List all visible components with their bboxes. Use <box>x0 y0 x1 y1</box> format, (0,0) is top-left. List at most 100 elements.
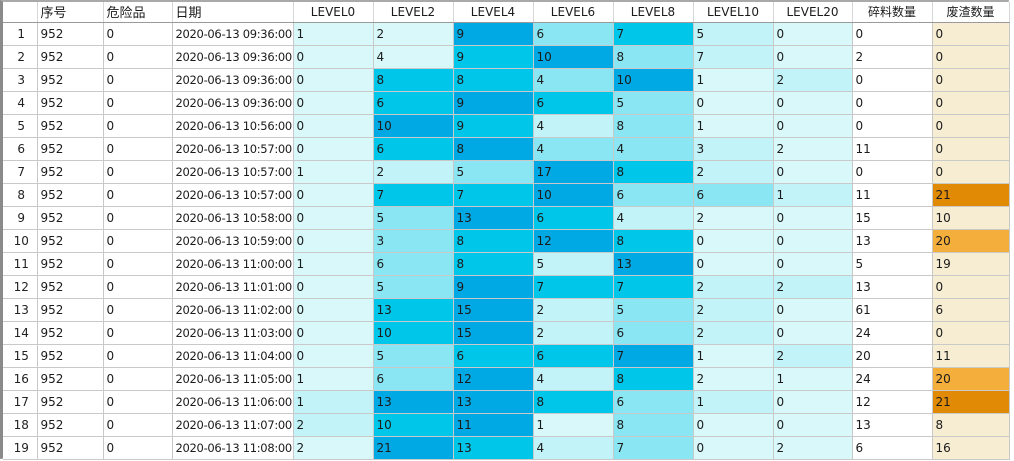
cell-level-l6[interactable]: 2 <box>533 321 614 345</box>
cell-level-l6[interactable]: 8 <box>533 390 614 414</box>
cell-scrap[interactable]: 13 <box>852 413 933 437</box>
cell-rowno[interactable]: 1 <box>3 22 38 46</box>
cell-scrap[interactable]: 2 <box>852 45 933 69</box>
cell-level-l4[interactable]: 8 <box>453 252 534 276</box>
cell-level-l10[interactable]: 2 <box>693 160 774 184</box>
cell-level-l0[interactable]: 0 <box>293 206 374 230</box>
cell-level-l2[interactable]: 13 <box>373 298 454 322</box>
table-row[interactable]: 5 952 0 2020-06-13 10:56:00 0 10 9 4 8 1 0 0 0 <box>3 114 1010 138</box>
cell-waste[interactable]: 20 <box>932 229 1010 253</box>
cell-danger[interactable]: 0 <box>103 275 173 299</box>
cell-level-l4[interactable]: 13 <box>453 436 534 460</box>
column-header-scrap[interactable]: 碎料数量 <box>852 2 933 23</box>
cell-level-l10[interactable]: 1 <box>693 390 774 414</box>
column-header-l0[interactable]: LEVEL0 <box>293 2 374 23</box>
table-row[interactable]: 9 952 0 2020-06-13 10:58:00 0 5 13 6 4 2 0 15 10 <box>3 206 1010 230</box>
cell-scrap[interactable]: 11 <box>852 183 933 207</box>
cell-rowno[interactable]: 2 <box>3 45 38 69</box>
cell-level-l2[interactable]: 5 <box>373 206 454 230</box>
cell-rowno[interactable]: 15 <box>3 344 38 368</box>
cell-date[interactable]: 2020-06-13 11:06:00 <box>172 390 294 414</box>
cell-danger[interactable]: 0 <box>103 114 173 138</box>
cell-date[interactable]: 2020-06-13 10:58:00 <box>172 206 294 230</box>
cell-rowno[interactable]: 5 <box>3 114 38 138</box>
cell-level-l20[interactable]: 0 <box>773 298 853 322</box>
cell-level-l8[interactable]: 8 <box>613 367 694 391</box>
cell-level-l2[interactable]: 7 <box>373 183 454 207</box>
cell-waste[interactable]: 0 <box>932 321 1010 345</box>
cell-rowno[interactable]: 12 <box>3 275 38 299</box>
cell-level-l2[interactable]: 8 <box>373 68 454 92</box>
cell-level-l4[interactable]: 13 <box>453 206 534 230</box>
cell-waste[interactable]: 0 <box>932 22 1010 46</box>
cell-waste[interactable]: 10 <box>932 206 1010 230</box>
cell-rowno[interactable]: 18 <box>3 413 38 437</box>
cell-waste[interactable]: 0 <box>932 68 1010 92</box>
table-row[interactable]: 16 952 0 2020-06-13 11:05:00 1 6 12 4 8 2 1 24 20 <box>3 367 1010 391</box>
cell-level-l4[interactable]: 13 <box>453 390 534 414</box>
cell-level-l4[interactable]: 7 <box>453 183 534 207</box>
cell-date[interactable]: 2020-06-13 11:05:00 <box>172 367 294 391</box>
cell-level-l6[interactable]: 5 <box>533 252 614 276</box>
column-header-l10[interactable]: LEVEL10 <box>693 2 774 23</box>
cell-serial[interactable]: 952 <box>37 137 104 161</box>
cell-level-l4[interactable]: 8 <box>453 229 534 253</box>
cell-rowno[interactable]: 9 <box>3 206 38 230</box>
cell-danger[interactable]: 0 <box>103 436 173 460</box>
cell-waste[interactable]: 0 <box>932 45 1010 69</box>
cell-level-l10[interactable]: 1 <box>693 114 774 138</box>
cell-level-l20[interactable]: 0 <box>773 252 853 276</box>
table-row[interactable]: 15 952 0 2020-06-13 11:04:00 0 5 6 6 7 1 2 20 11 <box>3 344 1010 368</box>
cell-serial[interactable]: 952 <box>37 367 104 391</box>
cell-waste[interactable]: 0 <box>932 160 1010 184</box>
cell-level-l8[interactable]: 8 <box>613 160 694 184</box>
cell-serial[interactable]: 952 <box>37 91 104 115</box>
cell-danger[interactable]: 0 <box>103 367 173 391</box>
cell-level-l10[interactable]: 6 <box>693 183 774 207</box>
cell-rowno[interactable]: 10 <box>3 229 38 253</box>
cell-level-l20[interactable]: 0 <box>773 321 853 345</box>
cell-level-l6[interactable]: 4 <box>533 367 614 391</box>
cell-level-l0[interactable]: 1 <box>293 390 374 414</box>
cell-danger[interactable]: 0 <box>103 413 173 437</box>
cell-rowno[interactable]: 14 <box>3 321 38 345</box>
cell-level-l8[interactable]: 8 <box>613 413 694 437</box>
cell-level-l8[interactable]: 7 <box>613 275 694 299</box>
table-row[interactable]: 17 952 0 2020-06-13 11:06:00 1 13 13 8 6 1 0 12 21 <box>3 390 1010 414</box>
column-header-waste[interactable]: 废渣数量 <box>932 2 1010 23</box>
cell-level-l4[interactable]: 12 <box>453 367 534 391</box>
cell-level-l6[interactable]: 4 <box>533 436 614 460</box>
column-header-l6[interactable]: LEVEL6 <box>533 2 614 23</box>
cell-scrap[interactable]: 61 <box>852 298 933 322</box>
cell-level-l8[interactable]: 10 <box>613 68 694 92</box>
cell-danger[interactable]: 0 <box>103 160 173 184</box>
cell-level-l10[interactable]: 5 <box>693 22 774 46</box>
cell-level-l0[interactable]: 1 <box>293 160 374 184</box>
cell-level-l4[interactable]: 15 <box>453 298 534 322</box>
cell-date[interactable]: 2020-06-13 10:59:00 <box>172 229 294 253</box>
cell-date[interactable]: 2020-06-13 09:36:00 <box>172 45 294 69</box>
cell-date[interactable]: 2020-06-13 10:57:00 <box>172 183 294 207</box>
cell-level-l6[interactable]: 4 <box>533 114 614 138</box>
cell-waste[interactable]: 21 <box>932 390 1010 414</box>
cell-level-l20[interactable]: 0 <box>773 390 853 414</box>
cell-serial[interactable]: 952 <box>37 160 104 184</box>
cell-level-l10[interactable]: 0 <box>693 91 774 115</box>
cell-serial[interactable]: 952 <box>37 68 104 92</box>
cell-level-l10[interactable]: 0 <box>693 436 774 460</box>
cell-serial[interactable]: 952 <box>37 22 104 46</box>
cell-level-l6[interactable]: 6 <box>533 206 614 230</box>
cell-level-l0[interactable]: 0 <box>293 114 374 138</box>
column-header-l8[interactable]: LEVEL8 <box>613 2 694 23</box>
table-row[interactable]: 3 952 0 2020-06-13 09:36:00 0 8 8 4 10 1 2 0 0 <box>3 68 1010 92</box>
cell-level-l10[interactable]: 0 <box>693 229 774 253</box>
cell-level-l2[interactable]: 2 <box>373 22 454 46</box>
table-row[interactable]: 14 952 0 2020-06-13 11:03:00 0 10 15 2 6 2 0 24 0 <box>3 321 1010 345</box>
cell-level-l6[interactable]: 10 <box>533 183 614 207</box>
table-row[interactable]: 19 952 0 2020-06-13 11:08:00 2 21 13 4 7 0 2 6 16 <box>3 436 1010 460</box>
cell-date[interactable]: 2020-06-13 09:36:00 <box>172 22 294 46</box>
cell-danger[interactable]: 0 <box>103 68 173 92</box>
cell-date[interactable]: 2020-06-13 11:01:00 <box>172 275 294 299</box>
column-header-serial[interactable]: 序号 <box>37 2 104 23</box>
cell-scrap[interactable]: 0 <box>852 22 933 46</box>
